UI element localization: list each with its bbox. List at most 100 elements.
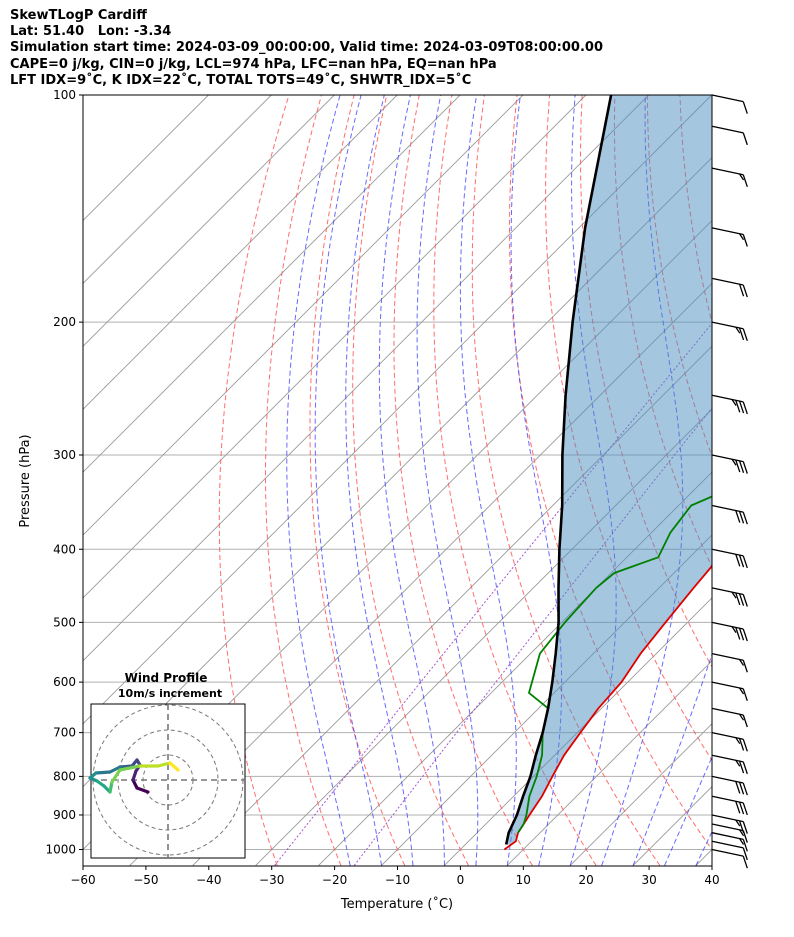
wind-barb	[711, 621, 748, 642]
y-tick-label: 500	[53, 615, 76, 629]
isotherm-line	[506, 660, 712, 866]
wind-barb-feather	[742, 660, 748, 673]
wind-barb	[711, 795, 748, 816]
wind-barb-feather	[738, 628, 745, 641]
wind-barb-feather	[742, 628, 748, 642]
wind-barb-staff	[711, 832, 744, 840]
wind-barb-staff	[711, 167, 744, 176]
moist-adiabat-line	[314, 95, 382, 866]
wind-barb	[711, 587, 748, 607]
wind-barb-feather	[742, 855, 748, 869]
wind-barb	[711, 125, 748, 146]
wind-barb-feather	[738, 284, 745, 297]
wind-barb-feather	[735, 819, 741, 827]
wind-barb-staff	[711, 814, 744, 823]
inset-subtitle: 10m/s increment	[118, 687, 222, 700]
hodograph	[88, 704, 245, 858]
wind-barb-staff	[711, 125, 744, 134]
wind-barb-feather	[731, 626, 737, 633]
hodograph-segment	[168, 761, 180, 772]
x-tick-label: −60	[70, 873, 95, 887]
wind-barb-feather	[742, 594, 748, 607]
moist-adiabat-line	[345, 95, 414, 866]
dry-adiabat-line	[471, 95, 661, 866]
chart-title-line-1: SkewTLogP Cardiff	[10, 8, 147, 23]
dry-adiabat-line	[309, 95, 406, 866]
wind-barb-feather	[735, 737, 741, 745]
wind-barb-column	[711, 94, 748, 869]
cin-shaded-area	[506, 95, 712, 845]
data-clip-group	[503, 95, 712, 851]
wind-barb-feather	[742, 739, 748, 752]
y-tick-label: 900	[53, 808, 76, 822]
wind-barb-feather	[742, 688, 748, 701]
wind-barb-staff	[711, 652, 744, 661]
wind-barb	[711, 681, 748, 701]
wind-barb-feather	[742, 174, 748, 187]
y-tick-label: 100	[53, 88, 76, 102]
dry-adiabat-line	[433, 95, 597, 866]
wind-barb-staff	[711, 775, 744, 784]
dry-adiabat-line	[218, 95, 290, 866]
wind-barb	[711, 814, 748, 834]
wind-barb-staff	[711, 754, 744, 763]
wind-barb-feather	[738, 760, 745, 774]
moist-adiabat-line	[286, 95, 351, 866]
wind-barb-feather	[738, 820, 745, 834]
y-tick-label: 700	[53, 726, 76, 740]
moist-adiabat-line	[459, 95, 517, 866]
wind-barb-feather	[735, 326, 741, 334]
wind-barb-feather	[739, 173, 745, 181]
y-tick-label: 600	[53, 675, 76, 689]
wind-barb-feather	[739, 687, 745, 695]
x-tick-label: −10	[385, 873, 410, 887]
isotherm-line	[83, 95, 398, 410]
wind-barb-feather	[742, 802, 748, 816]
moist-adiabat-line	[632, 652, 712, 866]
parcel-profile-line	[504, 95, 613, 845]
isotherm-line	[83, 95, 461, 473]
wind-barb	[711, 848, 748, 869]
hodograph-segment	[110, 768, 122, 784]
wind-barb-feather	[742, 555, 748, 569]
hodograph-segment	[108, 765, 122, 774]
chart-title-line-2: Lat: 51.40 Lon: -3.34	[10, 24, 172, 39]
isotherm-line	[83, 95, 272, 285]
wind-barb-staff	[711, 454, 744, 463]
wind-barb-feather	[735, 801, 741, 814]
wind-barb-feather	[739, 838, 745, 845]
wind-barb	[711, 707, 748, 728]
wind-barb-feather	[738, 782, 745, 795]
chart-title-line-4: CAPE=0 j/kg, CIN=0 j/kg, LCL=974 hPa, LF…	[10, 57, 497, 72]
isotherm-line	[83, 95, 587, 599]
wind-barb-feather	[742, 839, 748, 852]
x-tick-label: −50	[133, 873, 158, 887]
wind-barb-feather	[742, 821, 748, 834]
chart-title-line-5: LFT IDX=9˚C, K IDX=22˚C, TOTAL TOTS=49˚C…	[10, 73, 472, 88]
dry-adiabat-line	[778, 95, 794, 866]
wind-barb	[711, 754, 748, 775]
wind-barb-feather	[739, 713, 745, 721]
wind-barb-staff	[711, 587, 744, 596]
wind-barb	[711, 454, 748, 474]
isotherm-line	[83, 95, 650, 662]
wind-barb	[711, 227, 748, 247]
moist-adiabat-line	[416, 95, 479, 866]
x-tick-label: 40	[704, 873, 719, 887]
wind-barb	[711, 167, 748, 187]
mixing-ratio-line	[353, 407, 712, 866]
dry-adiabat-line	[508, 95, 712, 851]
wind-barb-feather	[735, 759, 741, 767]
x-tick-label: −30	[259, 873, 284, 887]
wind-barb-feather	[742, 511, 748, 525]
wind-barb-staff	[711, 548, 744, 557]
wind-barb	[711, 548, 748, 569]
dry-adiabat-line	[713, 95, 794, 866]
moist-adiabat-line	[510, 95, 563, 866]
y-tick-label: 200	[53, 315, 76, 329]
dewpoint-profile-line	[517, 495, 712, 834]
wind-barb	[711, 94, 748, 114]
wind-barb-staff	[711, 795, 744, 804]
wind-barb-feather	[742, 101, 748, 114]
isotherm-line	[129, 282, 712, 866]
